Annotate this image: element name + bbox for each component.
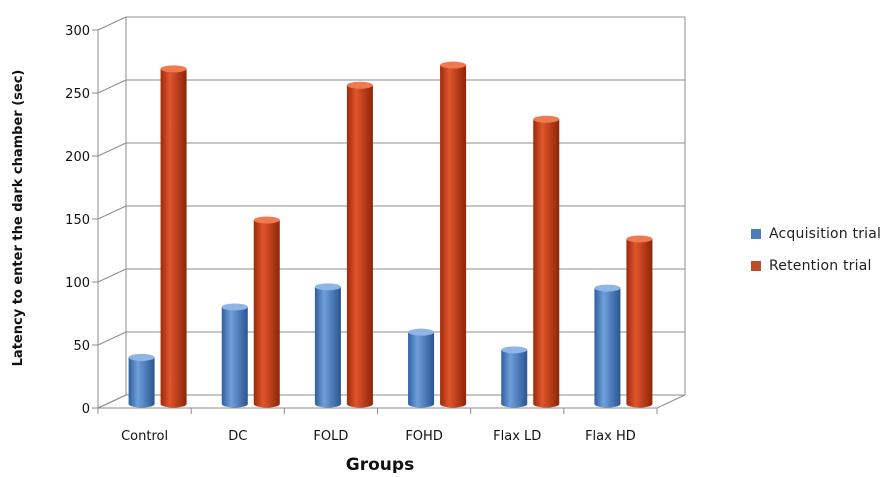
y-tick-label: 300	[65, 24, 90, 39]
tick-labels: 0 50 100 150 200 250 300 Control DC FOLD FOHD Flax …	[65, 24, 636, 444]
legend: Acquisition trial Retention trial	[751, 218, 881, 282]
x-tick-label: Control	[121, 429, 168, 444]
side-wall-gridline	[97, 205, 127, 220]
bar-acquisition	[501, 346, 528, 408]
legend-item-acquisition: Acquisition trial	[751, 218, 881, 250]
x-tick-label: DC	[228, 429, 247, 444]
side-wall-gridline	[97, 268, 127, 283]
x-tick-label: FOHD	[405, 429, 443, 444]
side-wall-gridline	[97, 142, 127, 157]
legend-label-retention: Retention trial	[769, 258, 872, 274]
legend-swatch-retention	[751, 261, 761, 271]
x-tick-label: Flax HD	[585, 429, 636, 444]
y-tick-label: 0	[82, 402, 90, 417]
y-tick-label: 100	[65, 276, 90, 291]
x-tick-label: Flax LD	[493, 429, 541, 444]
x-axis-title: Groups	[346, 455, 414, 473]
x-tick-label: FOLD	[313, 429, 348, 444]
y-tick-label: 200	[65, 150, 90, 165]
side-wall-gridline	[97, 16, 127, 31]
legend-swatch-acquisition	[751, 229, 761, 239]
y-tick-label: 150	[65, 213, 90, 228]
bar-retention	[253, 216, 280, 408]
bar-retention	[160, 65, 187, 408]
side-wall-gridline	[97, 331, 127, 346]
bar-acquisition	[408, 328, 435, 408]
bars	[128, 61, 653, 408]
y-tick-label: 50	[73, 339, 90, 354]
legend-label-acquisition: Acquisition trial	[769, 226, 882, 242]
grid	[97, 16, 686, 409]
bar-retention	[440, 61, 467, 408]
bar-retention	[346, 81, 373, 408]
bar-acquisition	[221, 303, 248, 408]
bar-acquisition	[128, 353, 155, 408]
legend-item-retention: Retention trial	[751, 250, 881, 282]
axes	[92, 29, 686, 414]
y-tick-label: 250	[65, 87, 90, 102]
bar-acquisition	[314, 283, 341, 408]
side-wall-gridline	[97, 79, 127, 94]
y-axis-title: Latency to enter the dark chamber (sec)	[11, 70, 26, 367]
bar-retention	[533, 115, 560, 408]
bar-acquisition	[594, 284, 621, 408]
bar-retention	[626, 235, 653, 408]
